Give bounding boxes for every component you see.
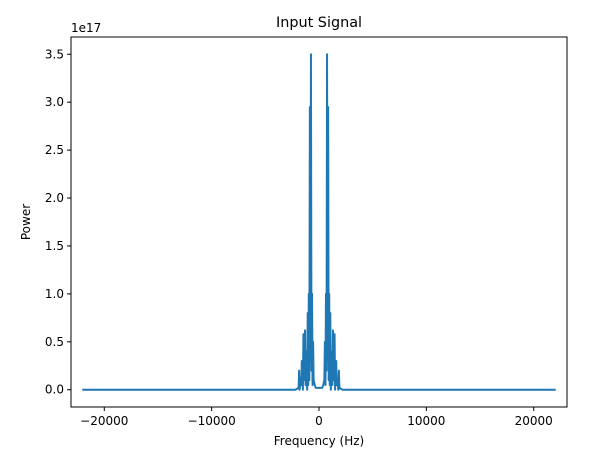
chart-title: Input Signal <box>276 15 362 31</box>
x-tick-label: 20000 <box>515 414 553 428</box>
y-offset-label: 1e17 <box>71 21 101 35</box>
y-tick-label: 3.5 <box>45 47 64 61</box>
y-tick-label: 1.0 <box>45 287 64 301</box>
x-tick-label: −10000 <box>188 414 236 428</box>
x-axis-label: Frequency (Hz) <box>274 434 365 448</box>
y-tick-label: 0.0 <box>45 383 64 397</box>
x-tick-label: 10000 <box>407 414 445 428</box>
axes-frame <box>70 36 568 408</box>
y-tick-label: 3.0 <box>45 95 64 109</box>
y-tick-label: 0.5 <box>45 335 64 349</box>
y-tick-label: 2.5 <box>45 143 64 157</box>
y-tick-label: 2.0 <box>45 191 64 205</box>
plot-layer <box>82 53 556 391</box>
y-axis: 0.0 0.5 1.0 1.5 2.0 2.5 3.0 3.5 <box>45 47 71 397</box>
y-tick-label: 1.5 <box>45 239 64 253</box>
series-line-0 <box>82 53 556 391</box>
x-tick-label: −20000 <box>80 414 128 428</box>
x-axis: −20000 −10000 0 10000 20000 <box>80 407 553 428</box>
y-axis-label: Power <box>19 204 33 240</box>
x-tick-label: 0 <box>315 414 323 428</box>
